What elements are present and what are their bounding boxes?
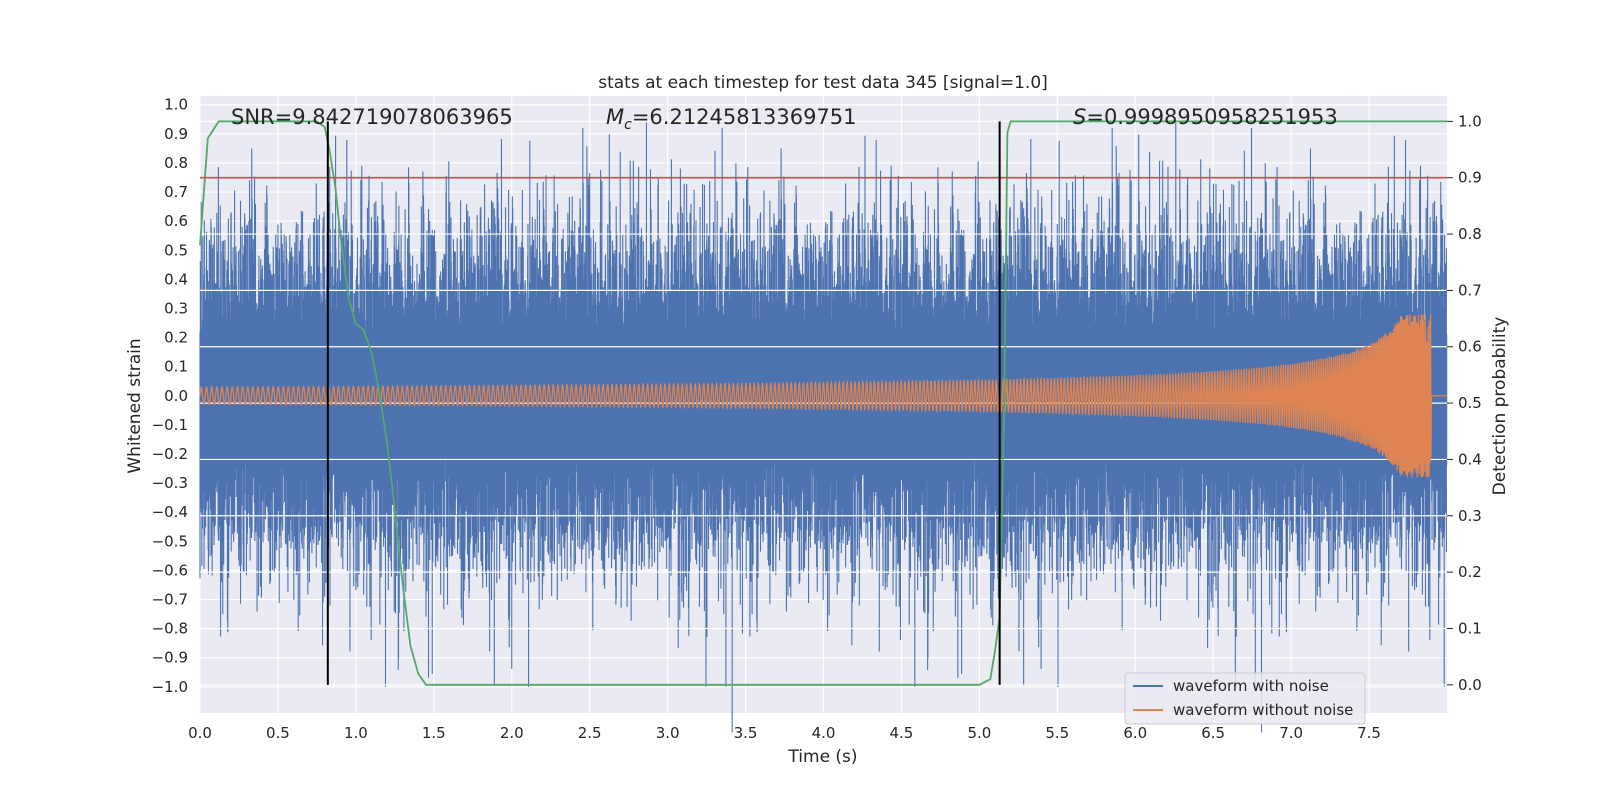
legend-label-clean: waveform without noise (1173, 701, 1353, 719)
chirp-mass-subscript: c (624, 117, 632, 133)
overlays (200, 121, 1447, 685)
x-tick-label: 5.5 (1045, 724, 1069, 742)
y2-tick-label: 0.8 (1458, 225, 1482, 243)
y-tick-label: −0.1 (152, 416, 188, 434)
legend: waveform with noise waveform without noi… (1124, 672, 1366, 725)
x-tick-label: 3.0 (656, 724, 680, 742)
y-tick-label: 0.0 (164, 387, 188, 405)
series-waveform-without-noise (199, 314, 1447, 478)
y2-tick-label: 0.0 (1458, 676, 1482, 694)
x-tick-label: 3.5 (734, 724, 758, 742)
significance-value: =0.9998950958251953 (1086, 105, 1337, 129)
y-tick-label: −0.7 (152, 590, 188, 608)
y2-tick-label: 0.1 (1458, 619, 1482, 637)
x-tick-label: 2.5 (578, 724, 602, 742)
clean-trace (199, 314, 1447, 478)
y2-tick-label: 1.0 (1458, 112, 1482, 130)
chirp-mass-symbol: M (606, 105, 624, 129)
y2-tick-label: 0.2 (1458, 563, 1482, 581)
y2-tick-label: 0.5 (1458, 394, 1482, 412)
x-tick-label: 2.0 (500, 724, 524, 742)
x-tick-label: 0.5 (266, 724, 290, 742)
legend-box (1124, 672, 1366, 725)
y-tick-label: 0.7 (164, 183, 188, 201)
chart-title: stats at each timestep for test data 345… (598, 73, 1048, 93)
y-tick-label: 0.3 (164, 299, 188, 317)
y-tick-label: 0.5 (164, 241, 188, 259)
y-tick-label: −0.5 (152, 532, 188, 550)
x-axis-label: Time (s) (787, 747, 857, 767)
y2-tick-label: 0.9 (1458, 169, 1482, 187)
snr-annotation: SNR=9.842719078063965 (231, 105, 513, 129)
x-tick-label: 7.0 (1279, 724, 1303, 742)
y-tick-label: −0.3 (152, 474, 188, 492)
significance-symbol: S (1073, 105, 1086, 129)
y-tick-label: −0.8 (152, 620, 188, 638)
y-tick-label: 0.9 (164, 125, 188, 143)
y2-tick-label: 0.4 (1458, 450, 1482, 468)
y-tick-label: 0.4 (164, 270, 188, 288)
chirp-mass-annotation: Mc=6.21245813369751 (606, 105, 857, 133)
y-tick-label: 0.1 (164, 358, 188, 376)
x-tick-label: 7.5 (1357, 724, 1381, 742)
x-tick-label: 6.0 (1123, 724, 1147, 742)
y2-tick-label: 0.6 (1458, 338, 1482, 356)
y-tick-label: 0.8 (164, 154, 188, 172)
y2-tick-label: 0.3 (1458, 507, 1482, 525)
y-tick-label: −0.6 (152, 561, 188, 579)
series-detection-probability (199, 120, 1447, 686)
chirp-mass-value: =6.21245813369751 (632, 105, 857, 129)
y2-tick-label: 0.7 (1458, 281, 1482, 299)
probability-trace (199, 120, 1447, 686)
significance-annotation: S=0.9998950958251953 (1073, 105, 1338, 129)
y-tick-label: 0.6 (164, 212, 188, 230)
x-tick-label: 1.5 (422, 724, 446, 742)
y2-axis-label: Detection probability (1490, 317, 1510, 496)
x-tick-label: 1.0 (344, 724, 368, 742)
ticks: 0.0 0.5 1.0 1.5 2.0 2.5 3.0 3.5 4.0 4.5 5.0 5.5 6.0 6… (152, 96, 1482, 742)
legend-label-noise: waveform with noise (1173, 677, 1329, 695)
y-tick-label: −0.9 (152, 649, 188, 667)
x-tick-label: 4.0 (812, 724, 836, 742)
y-tick-label: 1.0 (164, 96, 188, 114)
y-tick-label: −0.2 (152, 445, 188, 463)
x-tick-label: 4.5 (890, 724, 914, 742)
y-tick-label: 0.2 (164, 329, 188, 347)
y-tick-label: −1.0 (152, 678, 188, 696)
y-axis-label: Whitened strain (125, 338, 145, 473)
y-tick-label: −0.4 (152, 503, 188, 521)
x-tick-label: 0.0 (188, 724, 212, 742)
x-tick-label: 5.0 (967, 724, 991, 742)
x-tick-label: 6.5 (1201, 724, 1225, 742)
